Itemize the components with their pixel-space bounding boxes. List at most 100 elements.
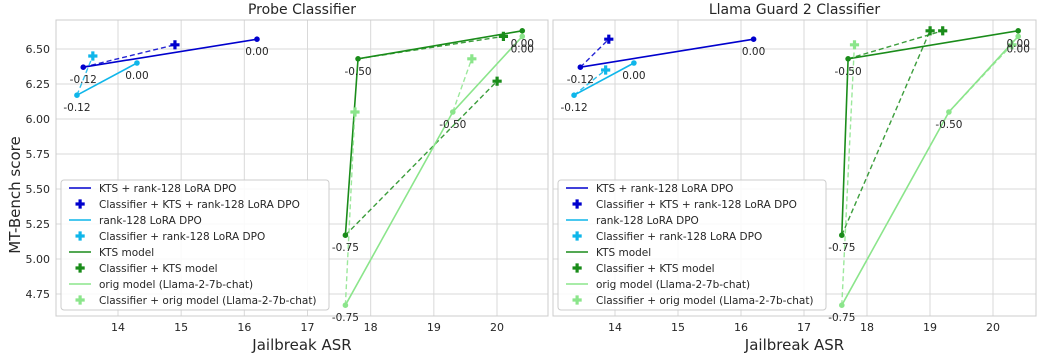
data-point: [519, 33, 526, 40]
legend-entry: Classifier + KTS + rank-128 LoRA DPO: [75, 199, 300, 211]
plus-marker: [170, 40, 180, 50]
data-label: 0.00: [1007, 38, 1030, 50]
plus-marker: [350, 107, 360, 117]
legend-entry: rank-128 LoRA DPO: [566, 215, 699, 227]
legend-box: [60, 179, 330, 311]
legend-entry: Classifier + KTS + rank-128 LoRA DPO: [572, 199, 797, 211]
data-label: -0.12: [560, 102, 587, 114]
legend-label: Classifier + orig model (Llama-2-7b-chat…: [596, 295, 814, 307]
data-label: -0.50: [439, 119, 466, 131]
dashed-connector: [948, 44, 1013, 113]
figure-ylabel: MT-Bench score: [6, 136, 24, 253]
series-classifier-kts-model: [344, 31, 509, 236]
series-kts-rank-128-lora-dpo: [80, 36, 260, 70]
legend-label: Classifier + KTS model: [596, 263, 715, 275]
plus-marker: [601, 65, 611, 75]
plus-marker: [1007, 40, 1017, 50]
data-label: 0.00: [622, 70, 645, 82]
dashed-connector: [344, 80, 498, 236]
data-label: -0.75: [332, 242, 359, 254]
data-label: -0.75: [828, 242, 855, 254]
legend-label: Classifier + rank-128 LoRA DPO: [99, 231, 265, 243]
x-tick-label: 16: [734, 321, 748, 334]
plus-marker: [604, 34, 614, 44]
x-tick-label: 19: [923, 321, 937, 334]
legend-plus-swatch: [572, 231, 582, 241]
x-tick-label: 15: [174, 321, 188, 334]
legend-label: orig model (Llama-2-7b-chat): [99, 279, 253, 291]
x-tick-label: 14: [111, 321, 125, 334]
series-classifier-kts-rank-128-lora-dpo: [579, 34, 614, 68]
legend-label: rank-128 LoRA DPO: [596, 215, 699, 227]
data-point: [519, 28, 526, 34]
legend-entry: Classifier + orig model (Llama-2-7b-chat…: [572, 295, 814, 307]
panel-probe-classifier: Probe Classifier 14 15 16 17 18 19 20 4.75 5.00 5.…: [26, 2, 549, 354]
panel-llama-guard-2-classifier: Llama Guard 2 Classifier 14 15 16 17 18 19 20 Ja…: [552, 2, 1037, 354]
y-tick-label: 5.75: [26, 148, 51, 161]
x-axis-label: Jailbreak ASR: [744, 336, 844, 354]
legend-entry: Classifier + rank-128 LoRA DPO: [572, 231, 762, 243]
dashed-connector: [841, 44, 856, 306]
x-tick-label: 20: [986, 321, 1000, 334]
x-tick-label: 15: [671, 321, 685, 334]
data-point: [1015, 33, 1021, 40]
plus-marker: [938, 26, 948, 36]
legend-label: rank-128 LoRA DPO: [99, 215, 202, 227]
data-label: -0.12: [63, 102, 90, 114]
plus-marker: [849, 40, 860, 50]
legend-entry: Classifier + KTS model: [572, 263, 715, 275]
data-point: [631, 60, 637, 66]
legend-entry: orig model (Llama-2-7b-chat): [566, 279, 750, 291]
dashed-connector: [452, 58, 473, 113]
y-tick-label: 4.75: [26, 288, 51, 301]
dashed-connector: [841, 30, 931, 236]
legend-label: KTS + rank-128 LoRA DPO: [596, 183, 733, 195]
series-rank-128-lora-dpo: [571, 60, 637, 98]
legend-entry: KTS model: [566, 247, 651, 259]
data-point: [254, 36, 260, 42]
series-classifier-rank-128-lora-dpo: [573, 65, 611, 96]
legend-plus-swatch: [75, 263, 85, 273]
series-line: [76, 62, 138, 96]
dashed-connector: [573, 69, 606, 96]
legend-label: Classifier + KTS + rank-128 LoRA DPO: [99, 199, 300, 211]
series-classifier-rank-128-lora-dpo: [76, 51, 98, 96]
data-point: [134, 60, 140, 66]
legend-entry: KTS + rank-128 LoRA DPO: [69, 183, 236, 195]
legend-box: [557, 179, 827, 311]
series-kts-rank-128-lora-dpo: [577, 36, 757, 70]
data-label: -0.50: [935, 119, 962, 131]
legend-entry: KTS + rank-128 LoRA DPO: [566, 183, 733, 195]
plus-marker: [498, 31, 509, 41]
x-tick-label: 18: [860, 321, 874, 334]
x-tick-label: 19: [427, 321, 441, 334]
dashed-connector: [344, 111, 356, 306]
legend-label: Classifier + KTS model: [99, 263, 218, 275]
dashed-connector: [76, 55, 94, 96]
data-label: -0.12: [567, 74, 594, 86]
y-tick-label: 5.50: [26, 183, 51, 196]
x-tick-label: 18: [364, 321, 378, 334]
legend: KTS + rank-128 LoRA DPO Classifier + KTS …: [557, 179, 827, 311]
legend-entry: KTS model: [69, 247, 154, 259]
legend-entry: Classifier + KTS model: [75, 263, 218, 275]
legend-label: KTS + rank-128 LoRA DPO: [99, 183, 236, 195]
y-tick-label: 5.25: [26, 218, 51, 231]
data-label: 0.00: [245, 46, 268, 58]
legend-plus-swatch: [75, 199, 85, 209]
x-tick-label: 20: [490, 321, 504, 334]
legend-plus-swatch: [572, 295, 582, 305]
legend-entry: Classifier + orig model (Llama-2-7b-chat…: [75, 295, 317, 307]
series-line: [83, 38, 258, 68]
dashed-connector: [357, 35, 504, 60]
y-tick-label: 6.25: [26, 78, 51, 91]
dashed-connector: [579, 38, 610, 68]
series-classifier-orig-model-llama-2-7b-chat: [841, 40, 1017, 306]
y-tick-label: 6.50: [26, 43, 51, 56]
legend-label: orig model (Llama-2-7b-chat): [596, 279, 750, 291]
data-label: -0.75: [828, 312, 855, 324]
data-label: -0.50: [344, 66, 371, 78]
x-axis-label: Jailbreak ASR: [251, 336, 351, 354]
legend-label: KTS model: [596, 247, 651, 259]
data-label: 0.00: [125, 70, 148, 82]
